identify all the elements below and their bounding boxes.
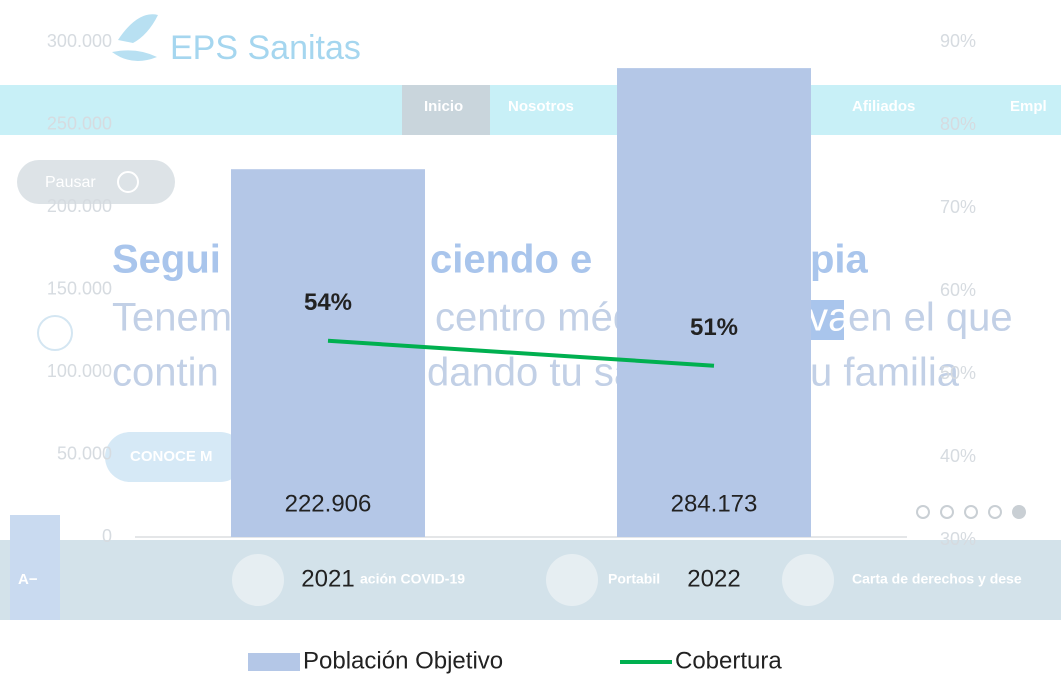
y2-tick-label: 80% — [940, 114, 976, 134]
logo-icon — [112, 14, 158, 61]
x-tick-label: 2021 — [301, 565, 354, 592]
line-label: 51% — [690, 314, 738, 341]
y2-tick-label: 60% — [940, 280, 976, 300]
headline: en el que — [848, 296, 1013, 340]
carousel-dots — [917, 506, 1025, 518]
logo: EPS Sanitas — [170, 29, 361, 67]
y2-tick-label: 90% — [940, 31, 976, 51]
y-tick-label: 200.000 — [47, 196, 112, 216]
y-tick-label: 300.000 — [47, 31, 112, 51]
accessibility: A− — [18, 571, 38, 588]
carousel-arrow — [38, 316, 72, 350]
chart: EPS Sanitas Inicio Nosotros Afiliados Em… — [0, 0, 1061, 679]
y2-tick-label: 70% — [940, 197, 976, 217]
bar-label: 284.173 — [671, 490, 758, 517]
headline: Tenem — [112, 296, 232, 340]
headline: u familia — [810, 351, 960, 395]
x-tick-label: 2022 — [687, 565, 740, 592]
headline: centro méd — [435, 296, 635, 340]
y2-tick-label: 50% — [940, 363, 976, 383]
bar — [617, 68, 811, 537]
accessibility-bar — [10, 515, 60, 620]
y2-tick-label: 40% — [940, 446, 976, 466]
nav-item: Afiliados — [852, 98, 915, 115]
nav-item: Nosotros — [508, 98, 574, 115]
nav-item: Inicio — [424, 98, 463, 115]
link-icon — [232, 554, 284, 606]
headline: contin — [112, 351, 219, 395]
link-icon — [546, 554, 598, 606]
link: Portabil — [608, 571, 660, 587]
headline: ciendo e — [430, 238, 592, 282]
legend-swatch — [248, 653, 300, 671]
bar — [231, 169, 425, 537]
headline: pia — [810, 238, 869, 282]
y-tick-label: 50.000 — [57, 443, 112, 463]
y-tick-label: 250.000 — [47, 113, 112, 133]
cta-label: CONOCE M — [130, 448, 213, 465]
legend-label: Cobertura — [675, 647, 782, 674]
link: ación COVID-19 — [360, 571, 465, 587]
y2-tick-label: 30% — [940, 529, 976, 549]
nav-item: Empl — [1010, 98, 1047, 115]
line-label: 54% — [304, 289, 352, 316]
bar-label: 222.906 — [285, 490, 372, 517]
link-icon — [782, 554, 834, 606]
background-site: EPS Sanitas Inicio Nosotros Afiliados Em… — [0, 14, 1061, 620]
y-tick-label: 0 — [102, 526, 112, 546]
link: Carta de derechos y dese — [852, 571, 1022, 587]
y-tick-label: 150.000 — [47, 278, 112, 298]
legend-label: Población Objetivo — [303, 647, 503, 674]
headline: Segui — [112, 238, 221, 282]
pause-label: Pausar — [45, 174, 96, 191]
y-tick-label: 100.000 — [47, 361, 112, 381]
